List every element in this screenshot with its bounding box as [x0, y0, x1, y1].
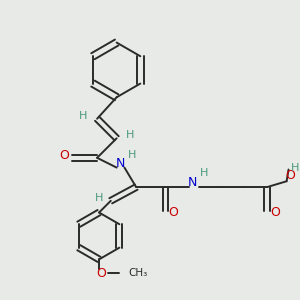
Text: H: H [95, 193, 103, 203]
Text: O: O [168, 206, 178, 219]
Text: H: H [128, 150, 136, 160]
Text: H: H [126, 130, 134, 140]
Text: O: O [96, 267, 106, 280]
Text: O: O [59, 149, 69, 162]
Text: O: O [270, 206, 280, 219]
Text: H: H [200, 168, 209, 178]
Text: H: H [291, 163, 300, 172]
Text: CH₃: CH₃ [128, 268, 148, 278]
Text: O: O [286, 169, 296, 182]
Text: H: H [79, 111, 88, 121]
Text: N: N [188, 176, 197, 189]
Text: N: N [116, 157, 125, 170]
